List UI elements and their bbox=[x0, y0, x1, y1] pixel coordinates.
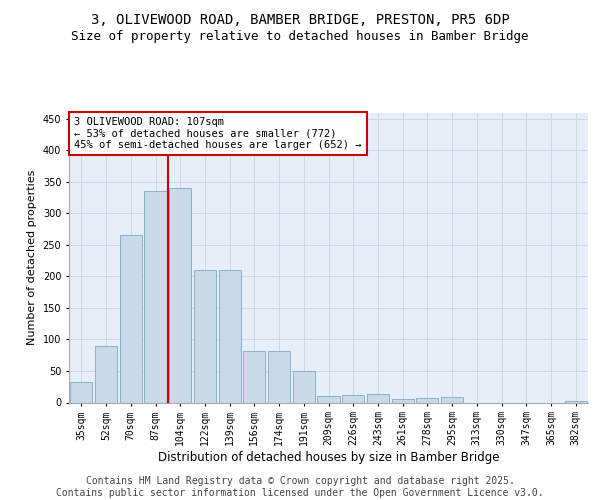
Text: Size of property relative to detached houses in Bamber Bridge: Size of property relative to detached ho… bbox=[71, 30, 529, 43]
Bar bbox=[194, 270, 216, 402]
Bar bbox=[317, 396, 340, 402]
Bar bbox=[342, 395, 364, 402]
Bar bbox=[95, 346, 117, 403]
Text: 3, OLIVEWOOD ROAD, BAMBER BRIDGE, PRESTON, PR5 6DP: 3, OLIVEWOOD ROAD, BAMBER BRIDGE, PRESTO… bbox=[91, 12, 509, 26]
Bar bbox=[169, 188, 191, 402]
Bar bbox=[293, 371, 315, 402]
Bar bbox=[441, 398, 463, 402]
X-axis label: Distribution of detached houses by size in Bamber Bridge: Distribution of detached houses by size … bbox=[158, 451, 499, 464]
Bar bbox=[119, 236, 142, 402]
Y-axis label: Number of detached properties: Number of detached properties bbox=[27, 170, 37, 345]
Text: Contains HM Land Registry data © Crown copyright and database right 2025.
Contai: Contains HM Land Registry data © Crown c… bbox=[56, 476, 544, 498]
Bar bbox=[218, 270, 241, 402]
Bar bbox=[367, 394, 389, 402]
Bar bbox=[416, 398, 439, 402]
Bar bbox=[268, 351, 290, 403]
Text: 3 OLIVEWOOD ROAD: 107sqm
← 53% of detached houses are smaller (772)
45% of semi-: 3 OLIVEWOOD ROAD: 107sqm ← 53% of detach… bbox=[74, 117, 362, 150]
Bar bbox=[565, 401, 587, 402]
Bar bbox=[145, 192, 167, 402]
Bar bbox=[70, 382, 92, 402]
Bar bbox=[243, 351, 265, 403]
Bar bbox=[392, 398, 414, 402]
